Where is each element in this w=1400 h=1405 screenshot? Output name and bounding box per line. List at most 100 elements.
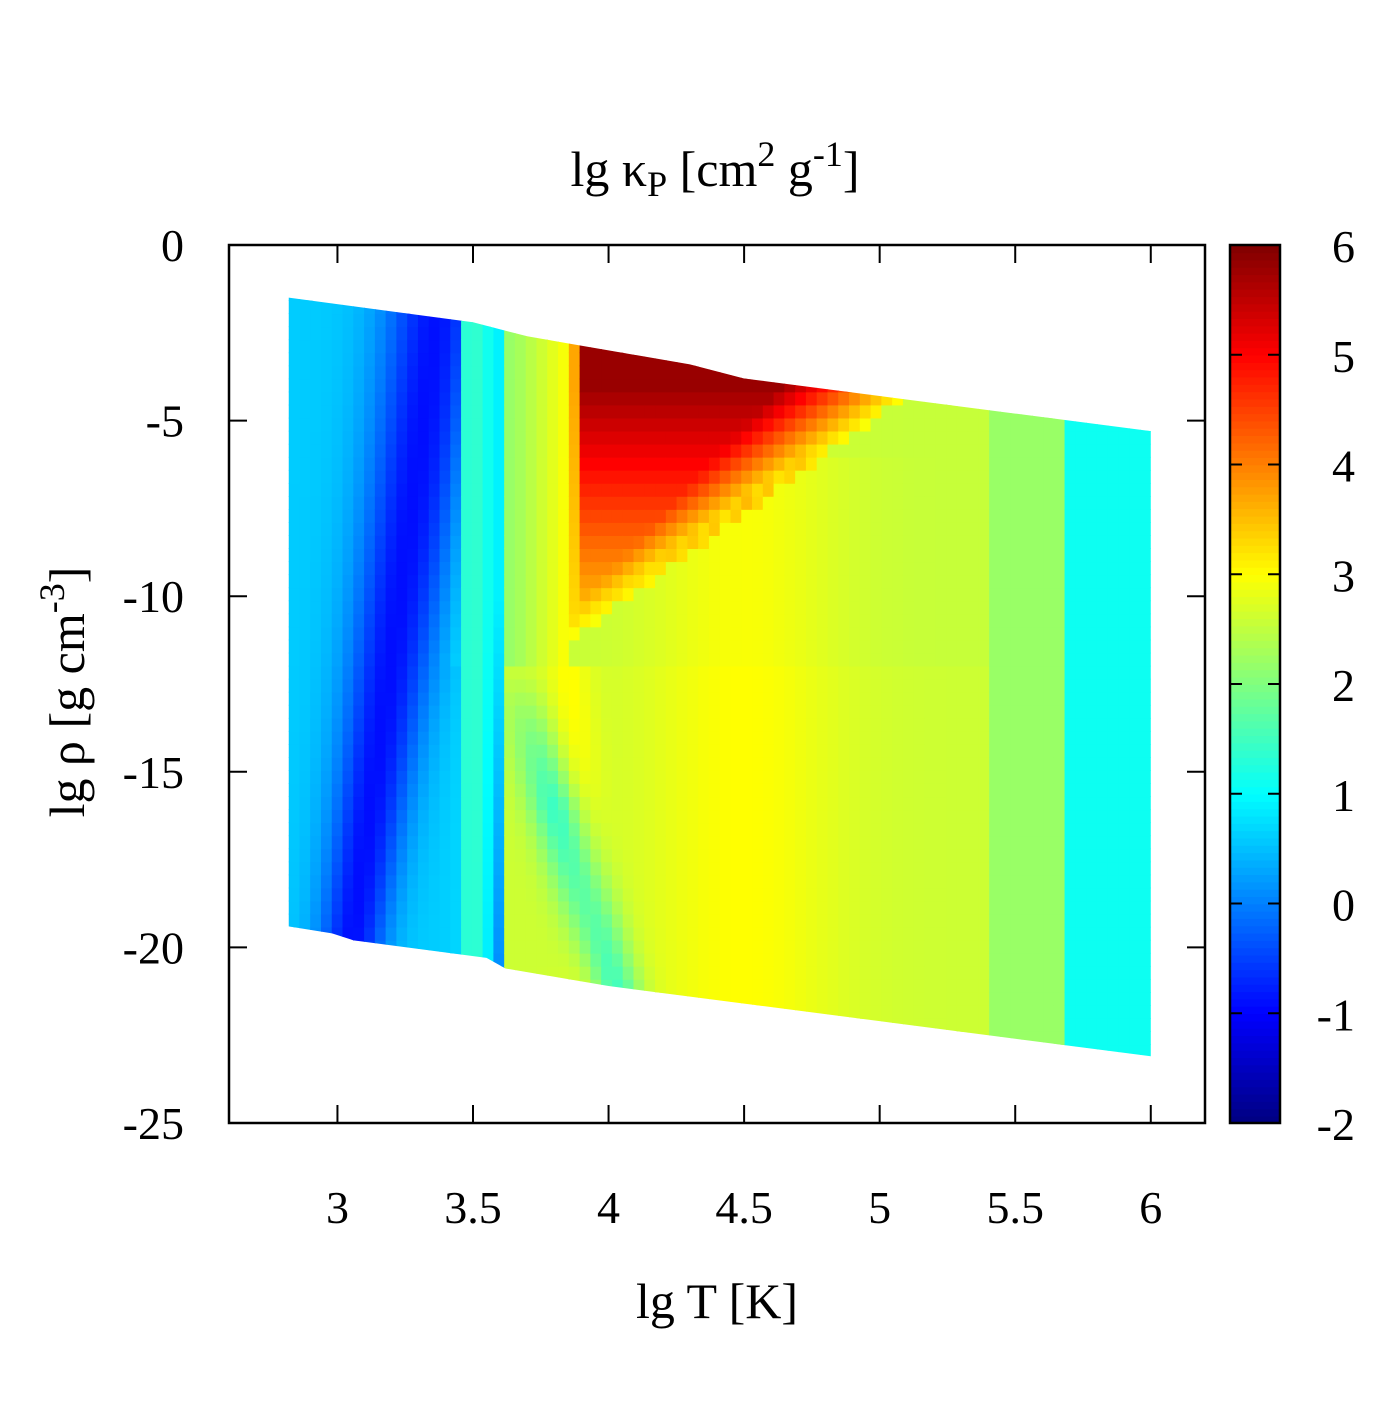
heatmap-cell — [1129, 744, 1141, 758]
colorbar-swatch — [1230, 794, 1280, 802]
heatmap-cell — [396, 418, 408, 432]
heatmap-cell — [827, 901, 839, 915]
heatmap-cell — [504, 640, 516, 654]
heatmap-cell — [537, 809, 549, 823]
heatmap-cell — [978, 875, 990, 889]
heatmap-cell — [795, 1031, 807, 1045]
heatmap-cell — [515, 744, 527, 758]
heatmap-cell — [698, 653, 710, 667]
colorbar-swatch — [1230, 1079, 1280, 1087]
heatmap-cell — [817, 953, 829, 967]
heatmap-cell — [1086, 705, 1098, 719]
colorbar-swatch — [1230, 1072, 1280, 1080]
heatmap-cell — [504, 848, 516, 862]
heatmap-cell — [343, 940, 355, 954]
heatmap-cell — [784, 783, 796, 797]
heatmap-cell — [332, 431, 344, 445]
heatmap-cell — [849, 979, 861, 993]
heatmap-cell — [1108, 875, 1120, 889]
heatmap-cell — [827, 365, 839, 379]
heatmap-cell — [1065, 731, 1077, 745]
heatmap-cell — [515, 313, 527, 327]
heatmap-cell — [849, 744, 861, 758]
heatmap-cell — [989, 509, 1001, 523]
heatmap-cell — [1075, 875, 1087, 889]
heatmap-cell — [299, 392, 311, 406]
heatmap-cell — [1129, 470, 1141, 484]
heatmap-cell — [1043, 339, 1055, 353]
heatmap-cell — [450, 966, 462, 980]
heatmap-cell — [418, 287, 430, 301]
heatmap-cell — [429, 1044, 441, 1058]
heatmap-cell — [784, 470, 796, 484]
heatmap-cell — [666, 392, 678, 406]
heatmap-cell — [924, 1018, 936, 1032]
heatmap-cell — [978, 1044, 990, 1058]
heatmap-cell — [978, 783, 990, 797]
heatmap-cell — [353, 418, 365, 432]
heatmap-cell — [1021, 496, 1033, 510]
heatmap-cell — [1011, 522, 1023, 536]
heatmap-cell — [429, 548, 441, 562]
heatmap-cell — [730, 966, 742, 980]
heatmap-cell — [817, 613, 829, 627]
heatmap-cell — [623, 640, 635, 654]
heatmap-cell — [860, 392, 872, 406]
heatmap-cell — [795, 522, 807, 536]
heatmap-cell — [849, 574, 861, 588]
heatmap-cell — [407, 418, 419, 432]
heatmap-cell — [623, 574, 635, 588]
heatmap-cell — [612, 457, 624, 471]
heatmap-cell — [537, 587, 549, 601]
heatmap-cell — [892, 679, 904, 693]
heatmap-cell — [666, 979, 678, 993]
heatmap-cell — [946, 352, 958, 366]
colorbar-swatch — [1230, 1035, 1280, 1043]
heatmap-cell — [903, 666, 915, 680]
heatmap-cell — [914, 1044, 926, 1058]
heatmap-cell — [440, 979, 452, 993]
heatmap-cell — [1054, 757, 1066, 771]
heatmap-cell — [1000, 379, 1012, 393]
heatmap-cell — [978, 770, 990, 784]
heatmap-cell — [580, 953, 592, 967]
heatmap-cell — [720, 653, 732, 667]
heatmap-cell — [353, 875, 365, 889]
heatmap-cell — [321, 731, 333, 745]
heatmap-cell — [558, 300, 570, 314]
heatmap-cell — [353, 796, 365, 810]
heatmap-cell — [1129, 496, 1141, 510]
heatmap-cell — [353, 718, 365, 732]
heatmap-cell — [752, 613, 764, 627]
heatmap-cell — [601, 901, 613, 915]
heatmap-cell — [396, 875, 408, 889]
heatmap-cell — [504, 1057, 516, 1071]
heatmap-cell — [968, 822, 980, 836]
heatmap-cell — [989, 405, 1001, 419]
heatmap-cell — [763, 953, 775, 967]
heatmap-cell — [946, 587, 958, 601]
heatmap-cell — [720, 822, 732, 836]
heatmap-cell — [515, 679, 527, 693]
heatmap-cell — [784, 352, 796, 366]
heatmap-cell — [1065, 483, 1077, 497]
heatmap-cell — [687, 1005, 699, 1019]
heatmap-cell — [440, 1005, 452, 1019]
heatmap-cell — [1021, 483, 1033, 497]
heatmap-cell — [310, 992, 322, 1006]
heatmap-cell — [407, 796, 419, 810]
heatmap-cell — [353, 379, 365, 393]
heatmap-cell — [968, 1031, 980, 1045]
heatmap-cell — [396, 1057, 408, 1071]
heatmap-cell — [978, 979, 990, 993]
heatmap-cell — [601, 561, 613, 575]
heatmap-cell — [817, 731, 829, 745]
heatmap-cell — [418, 731, 430, 745]
heatmap-cell — [289, 574, 301, 588]
heatmap-cell — [353, 809, 365, 823]
heatmap-cell — [1065, 405, 1077, 419]
heatmap-cell — [1000, 848, 1012, 862]
heatmap-cell — [720, 692, 732, 706]
heatmap-cell — [343, 901, 355, 915]
heatmap-cell — [687, 979, 699, 993]
